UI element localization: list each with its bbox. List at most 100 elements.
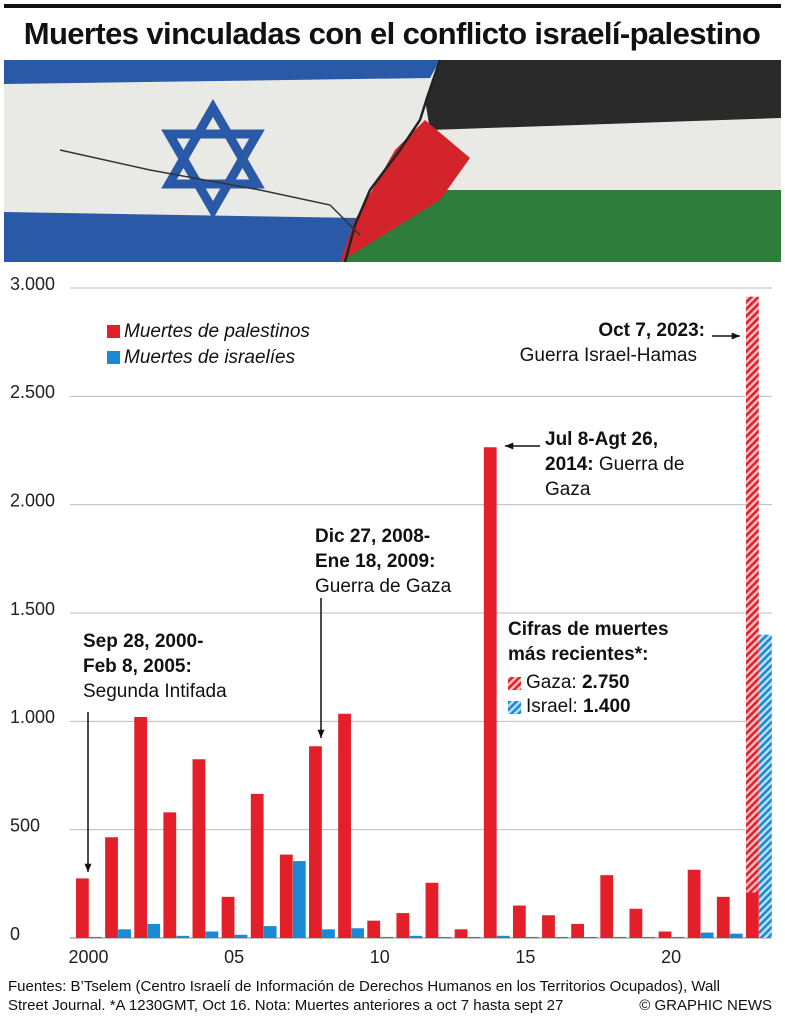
arrow-head [317,729,325,738]
bar [322,929,335,938]
bar [163,812,177,938]
bar [147,923,161,938]
bar [571,923,585,938]
bar [700,932,714,938]
bar [176,935,190,938]
arrow-head [84,863,92,872]
annotation: Feb 8, 2005: [83,656,192,677]
bar [134,717,148,938]
bar [250,793,264,938]
bar [496,935,510,938]
bar [629,908,643,938]
bar [438,936,452,938]
annotation-bold: Feb 8, 2005: [83,656,192,677]
top-rule [4,4,781,8]
bar [367,920,381,938]
bar [205,931,219,938]
bar [687,869,701,938]
annotation: Jul 8-Agt 26, [545,429,658,450]
annotation: Oct 7, 2023: [598,320,705,341]
annotation-bold: 2014: [545,454,594,475]
annotation: Guerra de Gaza [315,576,452,597]
y-tick-label: 1.000 [10,707,55,727]
x-tick-label: 10 [370,947,390,967]
annotation-bold: Oct 7, 2023: [598,320,705,341]
annotation-bold: Jul 8-Agt 26, [545,429,658,450]
footer-line: Fuentes: B’Tselem (Centro Israelí de Inf… [8,978,720,995]
value-label: 1.400 [583,696,631,717]
bar [263,926,277,938]
bar [716,896,730,938]
bar [105,837,118,938]
annotation-bold: Dic 27, 2008- [315,526,430,547]
legend-swatch [508,677,521,690]
legend-label: Gaza: 2.750 [526,672,630,693]
arrow-head [505,442,514,450]
bar [409,935,423,938]
bar [89,936,102,938]
x-tick-label: 05 [224,947,244,967]
bar [234,934,248,938]
annotation: 2014: Guerra de [545,454,684,475]
bar [467,936,481,938]
bar [309,746,322,938]
bar [396,913,410,938]
bar [542,915,555,938]
y-tick-label: 1.500 [10,599,55,619]
recent-title: más recientes*: [508,644,648,665]
legend-name: Israel: [526,696,578,717]
bar [729,933,743,938]
bar [658,931,672,938]
legend-swatch [107,325,120,338]
bar [525,936,539,938]
y-tick-label: 2.000 [10,490,55,510]
bar [425,882,439,938]
x-tick-label: 20 [661,947,681,967]
x-tick-label: 15 [515,947,535,967]
legend-label: Muertes de palestinos [124,321,310,342]
y-tick-label: 2.500 [10,382,55,402]
bar [671,936,685,938]
chart-legend: Muertes de palestinos Muertes de israelí… [107,321,310,368]
bar [192,759,206,938]
bar [292,861,306,938]
y-tick-label: 500 [10,815,40,835]
bar [279,854,293,938]
bar [338,713,351,938]
bar [483,447,497,938]
value-label: 2.750 [582,672,630,693]
bar [512,905,526,938]
annotation-bold: Sep 28, 2000- [83,631,203,652]
annotation-bold: Ene 18, 2009: [315,551,435,572]
annotation: Sep 28, 2000- [83,631,203,652]
bar [351,928,364,938]
bar [642,936,656,938]
recent-title: Cifras de muertes [508,619,669,640]
annotation: Gaza [545,479,591,500]
bar-latest [758,634,772,938]
annotation: Ene 18, 2009: [315,551,435,572]
bar [76,878,89,938]
annotation-text: Guerra de [599,454,685,475]
legend-swatch [508,701,521,714]
arrow-head [731,332,740,340]
bar [745,892,759,938]
y-tick-label: 0 [10,924,20,944]
annotation: Segunda Intifada [83,681,227,702]
bar [454,929,468,938]
annotation: Dic 27, 2008- [315,526,430,547]
credit: © GRAPHIC NEWS [639,997,772,1014]
bar-latest [745,296,759,893]
legend-label: Israel: 1.400 [526,696,631,717]
bar [221,896,235,938]
chart-title: Muertes vinculadas con el conflicto isra… [24,16,761,51]
x-tick-label: 2000 [68,947,108,967]
legend-swatch [107,351,120,364]
bar [613,936,627,938]
bar [380,936,394,938]
flag-banner [4,59,781,263]
bar [555,936,568,938]
bar [118,929,131,938]
legend-label: Muertes de israelíes [124,347,296,368]
